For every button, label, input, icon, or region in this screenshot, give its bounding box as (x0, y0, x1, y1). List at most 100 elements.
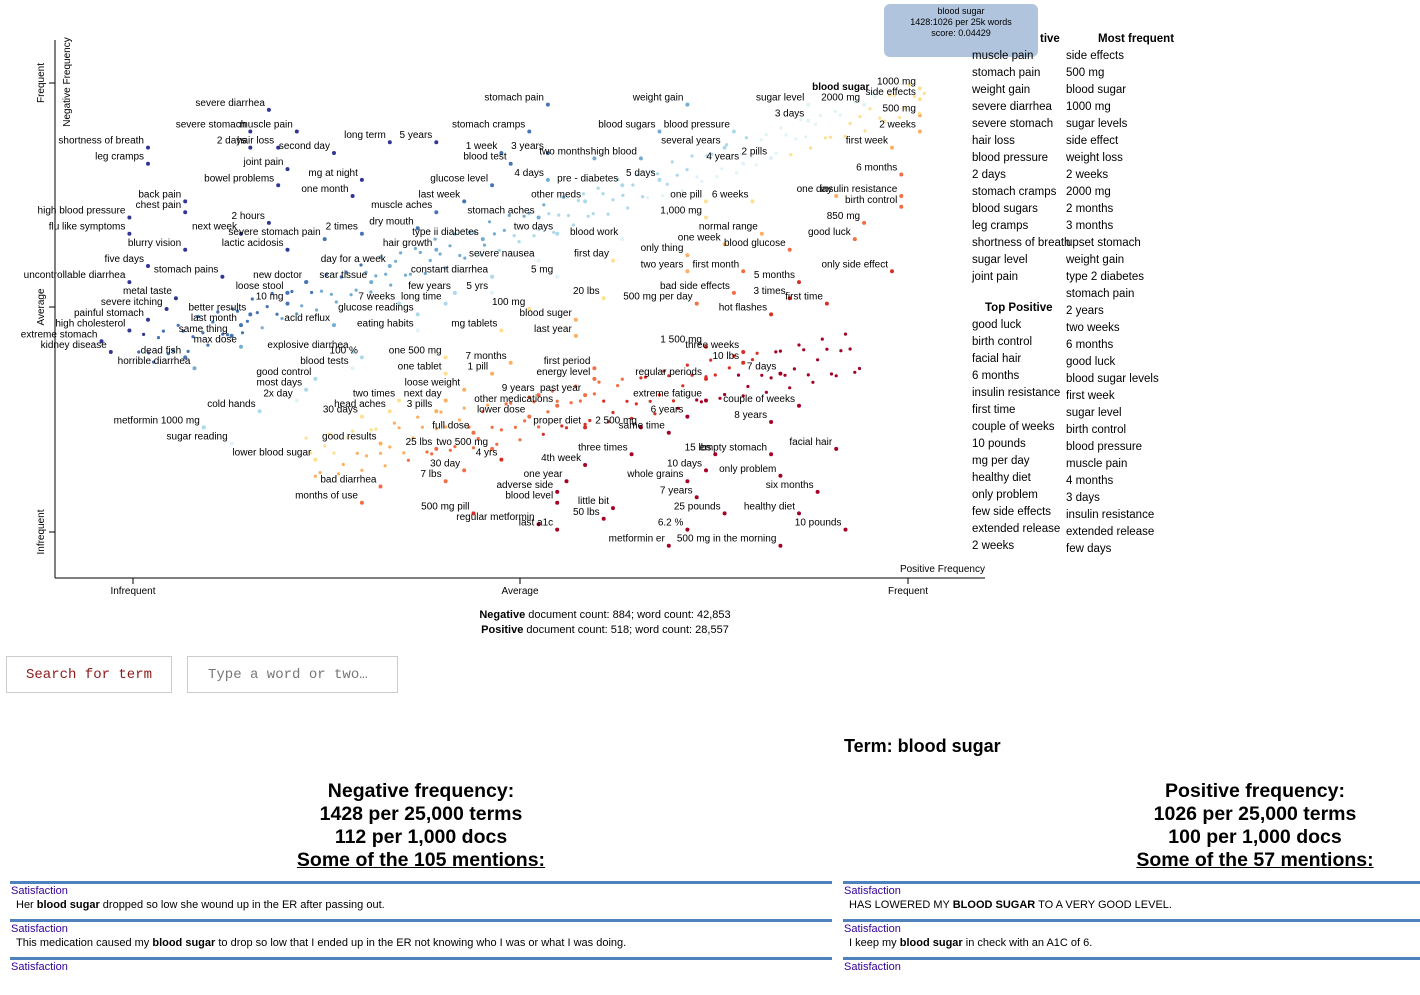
point-normal-range[interactable] (759, 231, 764, 236)
point-constant-diarrhea[interactable] (490, 274, 495, 279)
point-months-of-use[interactable] (359, 500, 364, 505)
most-frequent-item[interactable]: 2 weeks (1066, 169, 1109, 181)
most-frequent-item[interactable]: two weeks (1066, 322, 1120, 334)
point-100[interactable] (359, 355, 364, 360)
point-horrible-diarrhea[interactable] (192, 366, 197, 371)
point-1000-mg[interactable] (917, 86, 922, 91)
point-shortness-of-breath[interactable] (146, 145, 150, 150)
point-one-year[interactable] (564, 479, 569, 484)
point-glucose-level[interactable] (490, 183, 495, 188)
point-only-problem[interactable] (778, 473, 783, 478)
point-3-days[interactable] (806, 118, 811, 123)
top-negative-item[interactable]: stomach cramps (972, 186, 1057, 198)
point-stomach-aches[interactable] (536, 215, 541, 220)
most-frequent-item[interactable]: 2 years (1066, 305, 1104, 317)
top-positive-item[interactable]: good luck (972, 319, 1022, 331)
point-painful-stomach[interactable] (146, 317, 150, 322)
point-5-years[interactable] (434, 140, 439, 145)
point-5-months[interactable] (797, 280, 801, 285)
most-frequent-item[interactable]: few days (1066, 543, 1112, 555)
top-negative-item[interactable]: stomach pain (972, 67, 1041, 79)
point-little-bit[interactable] (611, 506, 615, 511)
point-7-years[interactable] (694, 495, 699, 500)
top-negative-item[interactable]: leg cramps (972, 220, 1029, 232)
point-blood-glucose[interactable] (787, 247, 792, 252)
point-1-000-mg[interactable] (704, 215, 708, 220)
point-high-blood[interactable] (638, 156, 643, 161)
point-dead-fish[interactable] (183, 355, 188, 360)
most-frequent-item[interactable]: upset stomach (1066, 237, 1141, 249)
point-one-500-mg[interactable] (443, 355, 448, 360)
most-frequent-item[interactable]: weight loss (1066, 152, 1123, 164)
top-negative-item[interactable]: joint pain (972, 271, 1019, 283)
most-frequent-item[interactable]: blood sugar levels (1066, 373, 1159, 385)
top-positive-item[interactable]: few side effects (972, 506, 1052, 518)
top-negative-item[interactable]: blood sugars (972, 203, 1038, 215)
point-lower-blood-sugar[interactable] (313, 457, 318, 462)
point-other-medications[interactable] (555, 403, 560, 408)
point-other-meds[interactable] (583, 199, 588, 204)
point-five-days[interactable] (146, 264, 150, 268)
point-second-day[interactable] (332, 151, 336, 155)
point-blood-suger[interactable] (573, 317, 578, 322)
point-last-a1c[interactable] (555, 527, 560, 532)
point-long-term[interactable] (387, 140, 392, 145)
point-first-time[interactable] (824, 301, 829, 306)
point-7-weeks[interactable] (397, 301, 402, 306)
point-10-lbs[interactable] (741, 360, 746, 365)
top-positive-item[interactable]: facial hair (972, 353, 1022, 365)
point-bad-side-effects[interactable] (731, 290, 736, 295)
point-4-yrs[interactable] (499, 457, 504, 462)
point-energy-level[interactable] (592, 376, 597, 381)
point-2-weeks[interactable] (917, 129, 922, 134)
point-cold-hands[interactable] (257, 409, 262, 414)
point-7-lbs[interactable] (443, 479, 448, 484)
point-same-time[interactable] (666, 430, 671, 435)
point-stomach-cramps[interactable] (527, 129, 532, 134)
point-500-mg-pill[interactable] (471, 511, 476, 516)
point-healthy-diet[interactable] (797, 511, 801, 516)
point-blood-sugar[interactable] (871, 91, 876, 96)
point-severe-diarrhea[interactable] (266, 107, 271, 112)
point-empty-stomach[interactable] (769, 452, 774, 457)
point-uncontrollable-diarrhea[interactable] (127, 280, 132, 285)
most-frequent-item[interactable]: 1000 mg (1066, 101, 1111, 113)
point-metformin-1000-mg[interactable] (201, 425, 206, 430)
top-positive-item[interactable]: mg per day (972, 455, 1030, 467)
point-30-day[interactable] (462, 468, 467, 473)
point-first-week[interactable] (890, 145, 894, 150)
point-weight-gain[interactable] (685, 102, 690, 107)
point-sugar-reading[interactable] (229, 441, 234, 446)
point-severe-stomach-pain[interactable] (322, 237, 327, 242)
most-frequent-item[interactable]: sugar level (1066, 407, 1122, 419)
point-one-month[interactable] (350, 194, 355, 198)
point-severe-stomach[interactable] (248, 129, 253, 134)
top-positive-item[interactable]: extended release (972, 523, 1061, 535)
point-same-thing[interactable] (229, 333, 234, 338)
point-10-mg[interactable] (285, 301, 290, 306)
point-loose-weight[interactable] (462, 387, 467, 392)
point-good-control[interactable] (313, 376, 318, 381)
top-positive-item[interactable]: 2 weeks (972, 540, 1015, 552)
point-facial-hair[interactable] (834, 446, 839, 451)
most-frequent-item[interactable]: sugar levels (1066, 118, 1128, 130)
most-frequent-item[interactable]: birth control (1066, 424, 1127, 436)
point-one-pill[interactable] (704, 199, 708, 204)
point-2-hours[interactable] (266, 220, 271, 225)
point-last-month[interactable] (239, 323, 243, 328)
top-positive-item[interactable]: birth control (972, 336, 1033, 348)
point-insulin-resistance[interactable] (899, 194, 904, 198)
most-frequent-item[interactable]: good luck (1066, 356, 1116, 368)
most-frequent-item[interactable]: muscle pain (1066, 458, 1128, 470)
most-frequent-item[interactable]: blood sugar (1066, 84, 1127, 96)
point-extreme-fatigue[interactable] (704, 398, 708, 403)
point-25-pounds[interactable] (722, 511, 727, 516)
most-frequent-item[interactable]: type 2 diabetes (1066, 271, 1145, 283)
top-negative-item[interactable]: shortness of breath (972, 237, 1071, 249)
point-6-weeks[interactable] (750, 199, 755, 204)
point-5-yrs[interactable] (490, 290, 495, 295)
point-hair-loss[interactable] (276, 145, 281, 150)
point-6-2[interactable] (685, 527, 690, 532)
point-hot-flashes[interactable] (769, 312, 774, 317)
point-2-days[interactable] (248, 145, 253, 150)
